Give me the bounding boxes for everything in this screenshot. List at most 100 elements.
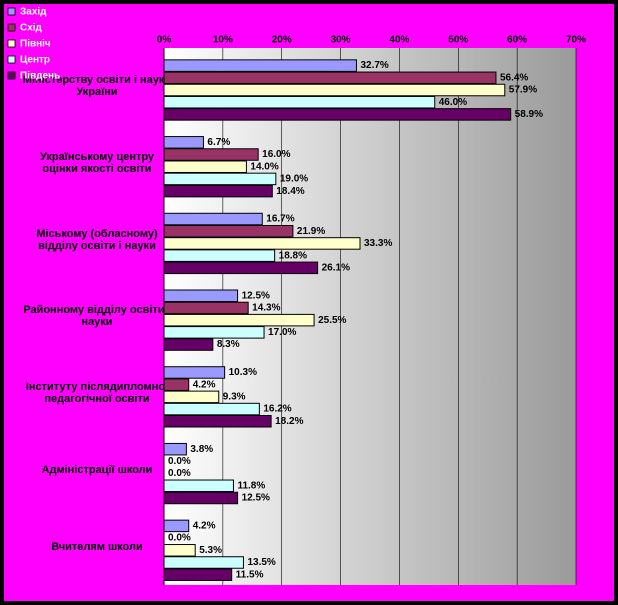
bar xyxy=(163,71,497,85)
data-label: 19.0% xyxy=(280,174,308,185)
category-label-box: Адміністрації школи xyxy=(41,463,153,476)
data-label: 11.8% xyxy=(237,480,265,491)
x-tick-label: 30% xyxy=(331,35,351,46)
data-label: 0.0% xyxy=(168,533,191,544)
x-tick-label: 10% xyxy=(213,35,233,46)
data-label: 0.0% xyxy=(168,468,191,479)
bar xyxy=(163,301,249,315)
data-label: 58.9% xyxy=(515,109,543,120)
data-label: 0.0% xyxy=(168,456,191,467)
bar xyxy=(163,313,315,327)
bar xyxy=(163,366,226,379)
data-label: 18.8% xyxy=(279,250,307,261)
data-label: 25.5% xyxy=(318,315,346,326)
category-label-box: Вчителям школи xyxy=(51,540,143,553)
bar xyxy=(163,148,259,161)
data-label: 26.1% xyxy=(322,262,350,273)
bar xyxy=(163,136,204,149)
data-label: 14.3% xyxy=(252,303,280,314)
y-tick-label: Районному відділу освіти і науки xyxy=(23,304,171,329)
y-tick-label: Українському центру оцінки якості освіти xyxy=(39,151,155,176)
category-label-box: Міському (обласному) відділу освіти і на… xyxy=(36,227,158,252)
data-label: 56.4% xyxy=(500,72,528,83)
category-label-box: Районному відділу освіти і науки xyxy=(23,304,171,329)
x-tick-label: 70% xyxy=(566,35,586,46)
data-label: 12.5% xyxy=(242,493,270,504)
bar xyxy=(163,224,294,238)
data-label: 16.7% xyxy=(266,214,294,225)
x-tick-label: 60% xyxy=(507,35,527,46)
y-tick-label: Міністерству освіти і науки України xyxy=(22,74,172,99)
data-label: 9.3% xyxy=(223,392,246,403)
bar xyxy=(163,556,244,569)
data-label: 32.7% xyxy=(360,60,388,71)
legend-swatch xyxy=(7,71,16,80)
bar xyxy=(163,184,273,198)
bar xyxy=(163,289,239,302)
x-tick-label: 40% xyxy=(389,35,409,46)
data-label: 18.2% xyxy=(275,416,303,427)
legend-swatch xyxy=(7,39,16,48)
y-tick-label: Вчителям школи xyxy=(51,540,143,553)
bar xyxy=(163,378,190,391)
bar xyxy=(163,479,234,493)
data-label: 8.3% xyxy=(217,339,240,350)
legend-label: Схід xyxy=(20,23,43,34)
category-label-box: Міністерству освіти і науки України xyxy=(22,74,172,99)
data-label: 46.0% xyxy=(439,97,467,108)
data-label: 14.0% xyxy=(250,161,278,172)
data-label: 5.3% xyxy=(199,545,222,556)
data-label: 16.2% xyxy=(263,404,291,415)
bar xyxy=(163,390,220,404)
data-label: 12.5% xyxy=(242,290,270,301)
data-label: 4.2% xyxy=(193,521,216,532)
category-label-box: Інституту післядипломної педагогічної ос… xyxy=(25,381,169,406)
data-label: 57.9% xyxy=(509,85,537,96)
data-label: 21.9% xyxy=(297,226,325,237)
bar xyxy=(163,212,263,226)
legend-swatch xyxy=(7,23,16,32)
bar xyxy=(163,59,357,72)
bar xyxy=(163,402,260,416)
legend-swatch xyxy=(7,55,16,64)
bar xyxy=(163,415,272,428)
bar xyxy=(163,160,247,173)
bar xyxy=(163,237,361,250)
y-tick-label: Міському (обласному) відділу освіти і на… xyxy=(36,227,158,252)
data-label: 4.2% xyxy=(193,379,216,390)
data-label: 10.3% xyxy=(229,367,257,378)
data-label: 18.4% xyxy=(276,186,304,197)
bar xyxy=(163,519,190,533)
bar xyxy=(163,172,277,186)
data-label: 17.0% xyxy=(268,327,296,338)
data-label: 6.7% xyxy=(207,137,230,148)
x-tick-label: 50% xyxy=(448,35,468,46)
x-tick-label: 0% xyxy=(157,35,172,46)
legend-label: Центр xyxy=(20,55,50,66)
bar xyxy=(163,261,319,275)
data-label: 33.3% xyxy=(364,238,392,249)
data-label: 13.5% xyxy=(247,557,275,568)
data-label: 11.5% xyxy=(236,569,264,580)
bar xyxy=(163,326,265,339)
legend-label: Захід xyxy=(20,7,47,18)
bar xyxy=(163,491,239,505)
x-tick-label: 20% xyxy=(272,35,292,46)
bar xyxy=(163,338,214,351)
bar xyxy=(163,95,436,109)
y-tick-label: Інституту післядипломної педагогічної ос… xyxy=(25,381,169,406)
legend-label: Північ xyxy=(20,39,51,50)
legend-swatch xyxy=(7,7,16,16)
bar xyxy=(163,108,512,121)
bar xyxy=(163,83,506,97)
data-label: 16.0% xyxy=(262,149,290,160)
bar xyxy=(163,544,196,557)
category-label-box: Українському центру оцінки якості освіти xyxy=(39,151,155,176)
bar xyxy=(163,249,276,262)
bar xyxy=(163,442,187,456)
data-label: 3.8% xyxy=(190,444,213,455)
legend-label: Південь xyxy=(20,71,60,82)
bar xyxy=(163,568,233,581)
y-tick-label: Адміністрації школи xyxy=(41,463,153,476)
